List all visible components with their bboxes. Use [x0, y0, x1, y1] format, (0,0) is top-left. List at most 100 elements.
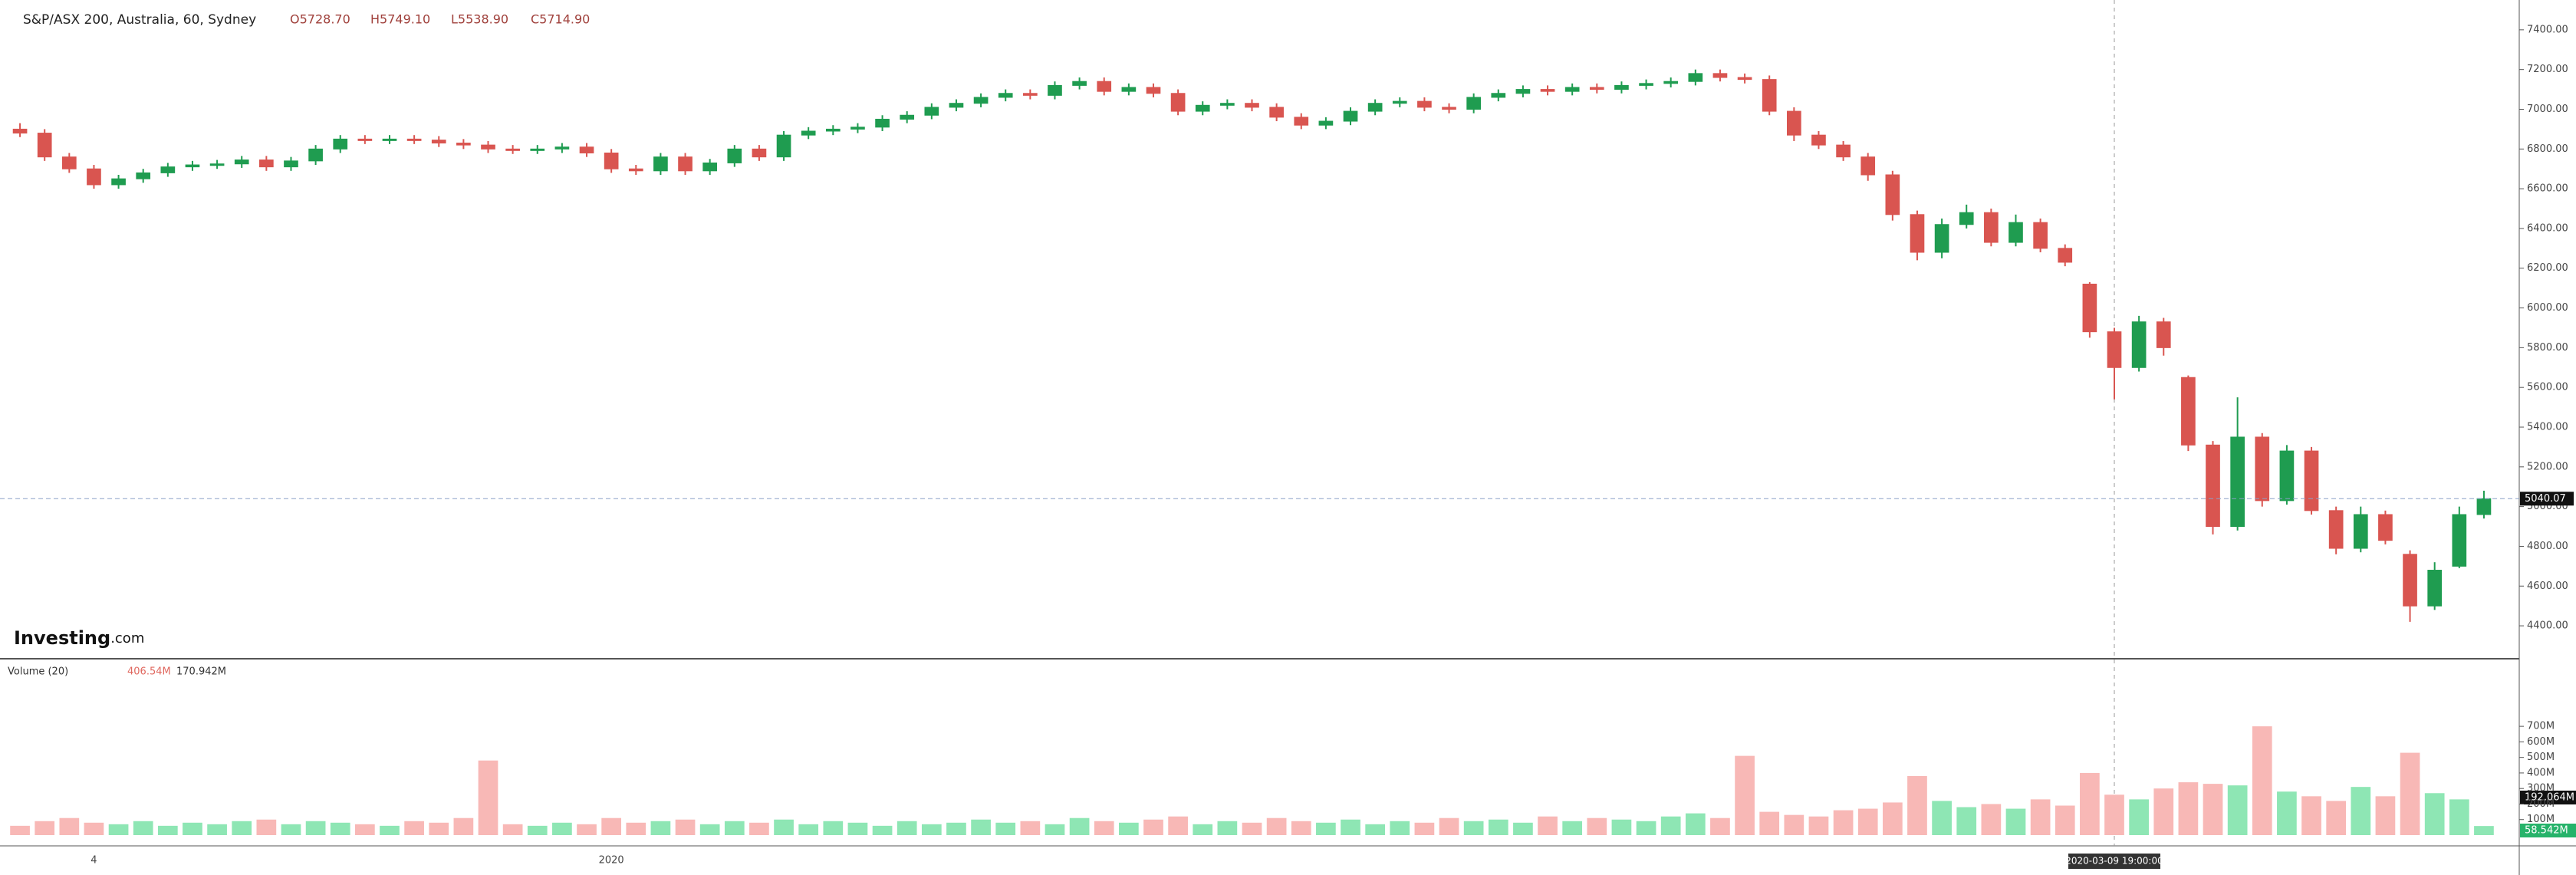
- candle-body: [2304, 450, 2319, 512]
- volume-bar: [1439, 817, 1459, 835]
- y-tick-label: 7400.00: [2527, 24, 2568, 35]
- y-tick-label: 700M: [2527, 721, 2555, 732]
- candle-body: [1712, 73, 1728, 78]
- volume-bar: [2129, 799, 2149, 835]
- y-tick-label: 6800.00: [2527, 143, 2568, 155]
- candle-body: [1491, 93, 1506, 98]
- volume-bar: [1316, 822, 1336, 835]
- candle-body: [2181, 377, 2196, 446]
- volume-bar: [699, 824, 720, 835]
- y-tick-label: 6600.00: [2527, 183, 2568, 195]
- volume-bar: [502, 824, 523, 835]
- candle-body: [1885, 174, 1900, 215]
- volume-bar: [1143, 819, 1163, 835]
- volume-bar: [1045, 824, 1065, 835]
- logo: Investing.com: [14, 627, 144, 649]
- volume-tag: [2520, 824, 2576, 837]
- candle-body: [1269, 107, 1284, 118]
- volume-bar: [380, 825, 400, 835]
- y-tick-label: 100M: [2527, 814, 2555, 825]
- volume-bar: [1611, 819, 1632, 835]
- volume-bar: [1808, 816, 1829, 835]
- candle-body: [308, 148, 323, 162]
- y-tick-label: 5800.00: [2527, 342, 2568, 354]
- candle-body: [2476, 498, 2492, 515]
- candle-body: [2353, 514, 2368, 549]
- volume-bar: [1414, 822, 1435, 835]
- y-tick-label: 4400.00: [2527, 620, 2568, 632]
- x-tick-label: 4: [90, 855, 97, 867]
- candle-body: [12, 128, 28, 134]
- y-tick-label: 7000.00: [2527, 104, 2568, 115]
- candle-body: [1540, 89, 1555, 92]
- volume-bar: [946, 822, 966, 835]
- candle-body: [900, 114, 915, 120]
- volume-bar: [1932, 801, 1952, 835]
- volume-bar: [1636, 821, 1656, 835]
- x-tick-label: 2020: [599, 855, 624, 867]
- ohlc-open: O5728.70: [290, 12, 350, 27]
- volume-bar: [1341, 819, 1360, 835]
- candle-body: [234, 160, 249, 165]
- volume-bar: [1735, 755, 1755, 835]
- volume-bar: [774, 819, 794, 835]
- volume-bar: [921, 824, 942, 835]
- candle-body: [2156, 321, 2171, 348]
- candle-body: [333, 138, 348, 150]
- y-tick-label: 300M: [2527, 783, 2555, 794]
- candle-body: [530, 148, 545, 151]
- volume-bar: [256, 819, 277, 835]
- volume-bar: [2252, 726, 2272, 835]
- candle-body: [850, 127, 865, 130]
- candle-body: [1245, 103, 1259, 108]
- volume-bar: [1193, 824, 1213, 835]
- candle-body: [801, 130, 816, 136]
- volume-bar: [2424, 793, 2445, 835]
- volume-bar: [1242, 822, 1262, 835]
- volume-bar: [453, 817, 474, 835]
- volume-bar: [527, 825, 548, 835]
- volume-bar: [35, 821, 55, 835]
- y-tick-label: 6200.00: [2527, 262, 2568, 274]
- candle-body: [2082, 283, 2097, 333]
- candle-body: [1195, 104, 1210, 112]
- y-tick-label: 4600.00: [2527, 581, 2568, 592]
- volume-bar: [183, 822, 202, 835]
- candle-body: [505, 148, 520, 151]
- candle-body: [1688, 73, 1703, 82]
- volume-bar: [1956, 807, 1977, 835]
- volume-bar: [1759, 811, 1780, 835]
- candle-body: [604, 152, 619, 169]
- volume-bar: [798, 824, 819, 835]
- candle-body: [1343, 110, 1358, 122]
- volume-bar: [1365, 824, 1385, 835]
- volume-bar: [2277, 791, 2297, 835]
- y-tick-label: 400M: [2527, 767, 2555, 778]
- volume-bar: [108, 824, 129, 835]
- volume-bar: [1069, 817, 1090, 835]
- candle-body: [1836, 144, 1851, 158]
- candle-body: [357, 138, 373, 141]
- volume-bar: [1857, 808, 1878, 835]
- volume-bar: [2301, 796, 2321, 835]
- candle-body: [1121, 87, 1137, 92]
- candle-body: [1048, 84, 1062, 96]
- volume-bar: [1266, 817, 1287, 835]
- crosshair-label: 2020-03-09 19:00:00: [2065, 856, 2163, 867]
- candle-body: [1442, 107, 1456, 110]
- volume-bar: [971, 819, 991, 835]
- candle-body: [1786, 110, 1801, 136]
- volume-bar: [724, 821, 745, 835]
- candle-body: [628, 168, 643, 172]
- candle-body: [1762, 79, 1777, 112]
- volume-bar: [2326, 801, 2347, 835]
- volume-bar: [626, 822, 646, 835]
- y-tick-label: 6400.00: [2527, 222, 2568, 234]
- ohlc-high: H5749.10: [370, 12, 430, 27]
- ohlc-close: C5714.90: [531, 12, 590, 27]
- last-price-label: 5040.07: [2525, 493, 2566, 505]
- volume-bar: [429, 822, 449, 835]
- volume-bar: [10, 825, 30, 835]
